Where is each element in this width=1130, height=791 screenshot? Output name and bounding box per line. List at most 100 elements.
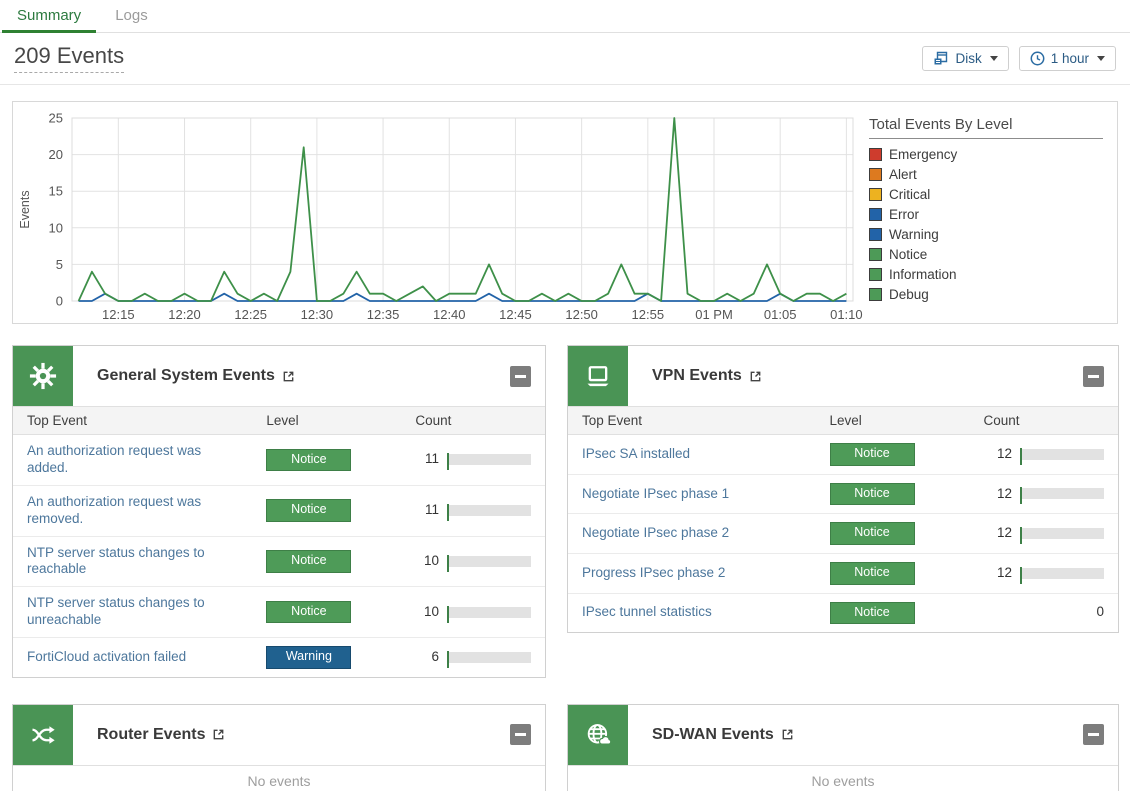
count-bar [447,650,531,668]
table-row: NTP server status changes to reachable N… [13,536,545,588]
column-header-count: Count [969,406,1118,435]
count-bar [447,605,531,623]
time-range-dropdown[interactable]: 1 hour [1018,45,1116,71]
svg-text:12:15: 12:15 [102,307,135,322]
count-value: 10 [423,552,439,568]
legend-swatch [869,248,882,261]
laptop-icon [568,346,628,406]
gear-icon [13,346,73,406]
svg-text:12:45: 12:45 [499,307,532,322]
event-link[interactable]: An authorization request was added. [27,443,202,475]
series-warning [78,292,847,302]
level-badge: Warning [266,646,352,669]
legend-item-critical[interactable]: Critical [869,187,1103,202]
svg-text:20: 20 [49,147,63,162]
legend-swatch [869,288,882,301]
legend-item-error[interactable]: Error [869,207,1103,222]
table-row: NTP server status changes to unreachable… [13,586,545,638]
globe-cloud-icon [568,704,628,765]
table-row: An authorization request was removed. No… [13,485,545,537]
count-bar [1020,447,1104,465]
table-row: An authorization request was added. Noti… [13,434,545,486]
widget-header: General System Events [13,346,545,406]
count-bar [1020,566,1104,584]
chart-legend-items: Emergency Alert Critical Error Warning Notice… [869,147,1103,302]
table-row: IPsec SA installed Notice 12 [568,434,1118,475]
clock-icon [1030,51,1045,66]
tab-bar: Summary Logs [0,0,1130,33]
widget-vpn-events: VPN Events Top Event Level Count IPsec S… [567,345,1119,634]
svg-text:12:35: 12:35 [367,307,400,322]
external-link-icon [782,729,793,740]
svg-text:10: 10 [49,220,63,235]
count-value: 6 [431,648,439,664]
legend-item-information[interactable]: Information [869,267,1103,282]
legend-swatch [869,228,882,241]
legend-item-debug[interactable]: Debug [869,287,1103,302]
legend-swatch [869,188,882,201]
widget-title[interactable]: VPN Events [652,367,762,385]
level-badge: Notice [829,601,915,625]
legend-item-emergency[interactable]: Emergency [869,147,1103,162]
event-link[interactable]: Progress IPsec phase 2 [582,564,726,580]
collapse-widget-button[interactable] [1083,724,1104,746]
widget-title[interactable]: SD-WAN Events [652,726,794,744]
log-source-dropdown[interactable]: Disk [922,45,1009,71]
count-bar [1020,487,1104,505]
legend-swatch [869,208,882,221]
count-value: 0 [1096,604,1104,620]
tab-summary[interactable]: Summary [0,1,98,33]
external-link-icon [214,729,224,740]
svg-text:12:25: 12:25 [234,307,267,322]
events-chart-card: 0 5 10 15 20 25 12:15 12:20 12:25 12:30 12:35 12:40… [12,101,1118,324]
level-badge: Notice [829,561,915,585]
level-badge: Notice [266,550,352,573]
page-header: 209 Events Disk [0,33,1130,85]
svg-text:5: 5 [56,257,63,272]
count-value: 12 [996,564,1012,580]
event-link[interactable]: An authorization request was removed. [27,493,202,526]
table-row: IPsec tunnel statistics Notice 0 [568,593,1118,632]
header-actions: Disk 1 hour [922,45,1116,71]
external-link-icon [750,371,761,381]
count-bar [447,554,531,572]
event-link[interactable]: IPsec tunnel statistics [582,604,712,620]
widget-sdwan-events: SD-WAN Events No events [567,703,1119,791]
event-link[interactable]: NTP server status changes to reachable [27,544,205,577]
column-header-count: Count [401,406,545,435]
svg-text:12:40: 12:40 [433,307,466,322]
legend-item-notice[interactable]: Notice [869,247,1103,262]
column-header-top-event: Top Event [13,406,253,435]
event-link[interactable]: Negotiate IPsec phase 1 [582,485,730,501]
level-badge: Notice [829,522,915,545]
collapse-widget-button[interactable] [1083,365,1104,387]
widget-title[interactable]: Router Events [97,726,225,744]
count-value: 10 [423,603,439,619]
chevron-down-icon [1097,55,1105,61]
count-value: 11 [424,502,439,518]
widget-title[interactable]: General System Events [97,367,295,385]
level-badge: Notice [829,482,915,506]
legend-item-warning[interactable]: Warning [869,227,1103,242]
table-row: Negotiate IPsec phase 2 Notice 12 [568,513,1118,554]
svg-text:12:50: 12:50 [565,307,598,322]
legend-swatch [869,168,882,181]
event-link[interactable]: Negotiate IPsec phase 2 [582,525,730,541]
column-header-level: Level [252,406,402,435]
collapse-widget-button[interactable] [510,365,531,387]
column-header-level: Level [815,406,970,435]
event-link[interactable]: NTP server status changes to unreachable [27,595,205,628]
page-title: 209 Events [14,43,125,73]
event-link[interactable]: IPsec SA installed [582,445,691,461]
count-value: 11 [424,451,439,467]
collapse-widget-button[interactable] [510,724,531,746]
legend-item-alert[interactable]: Alert [869,167,1103,182]
column-header-top-event: Top Event [568,406,816,435]
top-events-table: Top Event Level Count An authorization r… [13,406,545,677]
svg-text:01:10: 01:10 [830,307,863,322]
tab-logs[interactable]: Logs [115,7,148,24]
svg-text:01 PM: 01 PM [695,307,733,322]
event-link[interactable]: FortiCloud activation failed [27,648,187,664]
widget-header: VPN Events [568,346,1118,406]
widget-router-events: Router Events No events [12,703,546,791]
